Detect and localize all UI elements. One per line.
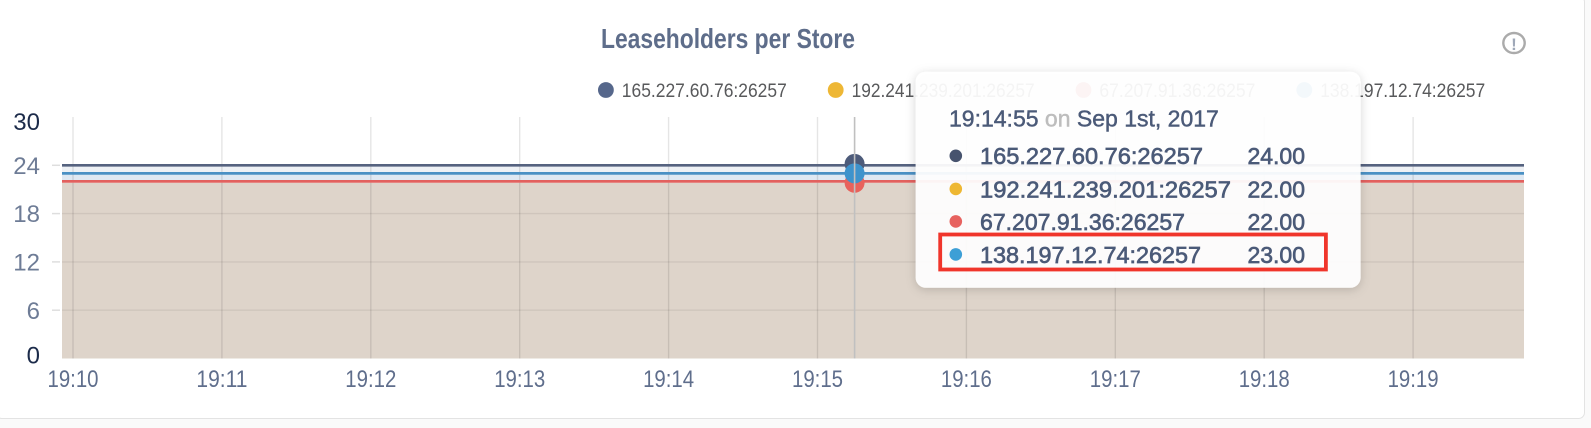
svg-text:19:13: 19:13 xyxy=(494,366,545,393)
svg-text:165.227.60.76:26257: 165.227.60.76:26257 xyxy=(622,81,787,102)
svg-text:19:19: 19:19 xyxy=(1388,366,1439,393)
svg-text:6: 6 xyxy=(27,298,40,325)
svg-text:67.207.91.36:26257: 67.207.91.36:26257 xyxy=(980,209,1185,235)
svg-text:22.00: 22.00 xyxy=(1247,209,1305,235)
svg-text:138.197.12.74:26257: 138.197.12.74:26257 xyxy=(1320,81,1485,102)
svg-text:19:14:55 on Sep 1st, 2017: 19:14:55 on Sep 1st, 2017 xyxy=(949,106,1219,132)
svg-text:19:14: 19:14 xyxy=(643,366,694,393)
svg-text:138.197.12.74:26257: 138.197.12.74:26257 xyxy=(980,242,1201,268)
svg-text:18: 18 xyxy=(13,201,40,228)
svg-text:19:18: 19:18 xyxy=(1239,366,1290,393)
svg-text:192.241.239.201:26257: 192.241.239.201:26257 xyxy=(980,176,1231,202)
svg-text:19:16: 19:16 xyxy=(941,366,992,393)
svg-text:23.00: 23.00 xyxy=(1247,242,1305,268)
svg-text:!: ! xyxy=(1511,35,1517,54)
svg-text:30: 30 xyxy=(13,109,40,136)
svg-text:Leaseholders per Store: Leaseholders per Store xyxy=(601,23,855,54)
svg-text:165.227.60.76:26257: 165.227.60.76:26257 xyxy=(980,143,1203,169)
svg-text:24: 24 xyxy=(13,153,40,180)
svg-text:19:12: 19:12 xyxy=(345,366,396,393)
svg-text:19:15: 19:15 xyxy=(792,366,843,393)
svg-text:19:17: 19:17 xyxy=(1090,366,1141,393)
svg-text:12: 12 xyxy=(13,250,40,277)
svg-text:19:11: 19:11 xyxy=(196,366,247,393)
svg-text:24.00: 24.00 xyxy=(1247,143,1305,169)
svg-text:22.00: 22.00 xyxy=(1247,176,1305,202)
svg-text:19:10: 19:10 xyxy=(48,366,99,393)
svg-text:0: 0 xyxy=(27,343,40,370)
